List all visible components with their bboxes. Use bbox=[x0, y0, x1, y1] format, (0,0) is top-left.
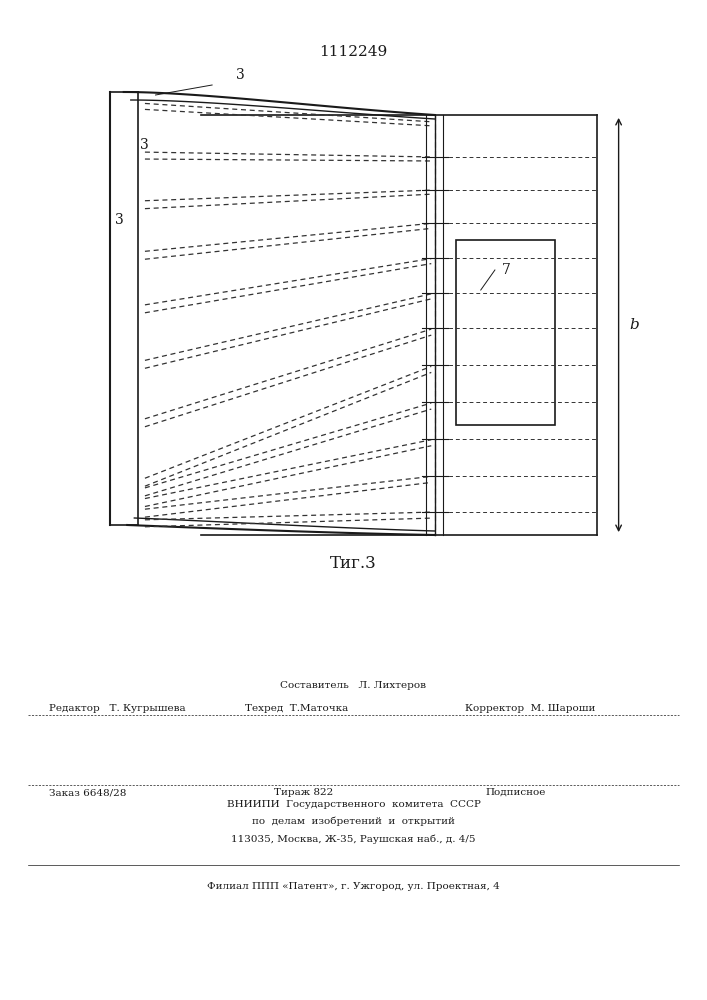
Text: ВНИИПИ  Государственного  комитета  СССР: ВНИИПИ Государственного комитета СССР bbox=[226, 800, 481, 809]
Text: Подписное: Подписное bbox=[486, 788, 547, 797]
Text: 1112249: 1112249 bbox=[320, 45, 387, 59]
Text: Τиг.3: Τиг.3 bbox=[330, 555, 377, 572]
Text: по  делам  изобретений  и  открытий: по делам изобретений и открытий bbox=[252, 817, 455, 826]
Text: Филиал ППП «Патент», г. Ужгород, ул. Проектная, 4: Филиал ППП «Патент», г. Ужгород, ул. Про… bbox=[207, 882, 500, 891]
Text: b: b bbox=[629, 318, 639, 332]
Text: Тираж 822: Тираж 822 bbox=[274, 788, 334, 797]
Text: Составитель   Л. Лихтеров: Составитель Л. Лихтеров bbox=[281, 681, 426, 690]
Text: 3: 3 bbox=[140, 138, 148, 152]
Text: 113035, Москва, Ж-35, Раушская наб., д. 4/5: 113035, Москва, Ж-35, Раушская наб., д. … bbox=[231, 834, 476, 844]
Text: 7: 7 bbox=[502, 263, 511, 277]
Text: Корректор  М. Шароши: Корректор М. Шароши bbox=[465, 704, 595, 713]
Text: Редактор   Т. Кугрышева: Редактор Т. Кугрышева bbox=[49, 704, 186, 713]
Text: 3: 3 bbox=[236, 68, 245, 82]
Bar bbox=[456, 240, 555, 425]
Text: Заказ 6648/28: Заказ 6648/28 bbox=[49, 788, 127, 797]
Text: Техред  Т.Маточка: Техред Т.Маточка bbox=[245, 704, 349, 713]
Text: 3: 3 bbox=[115, 213, 124, 227]
